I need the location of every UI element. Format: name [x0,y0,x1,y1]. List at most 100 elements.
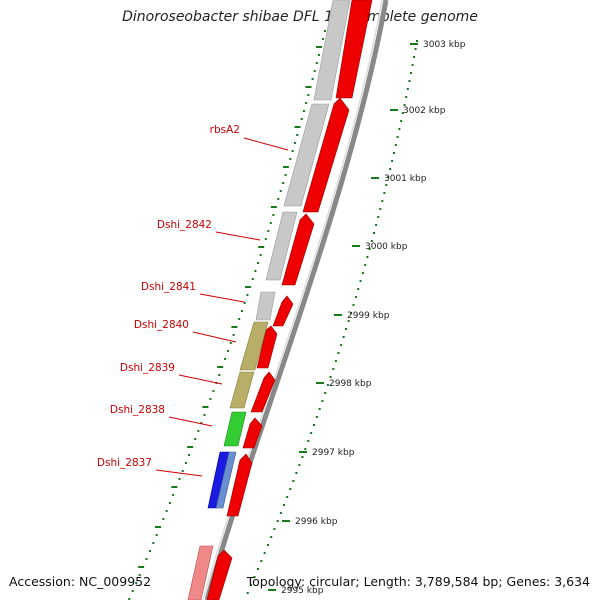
gene-label[interactable]: Dshi_2837 [97,457,152,469]
cds-feature[interactable] [302,97,350,213]
gene-label[interactable]: Dshi_2839 [120,362,175,374]
gene-leader-line [243,137,289,151]
gc-mark [243,302,246,304]
gene-feature[interactable] [187,545,214,600]
gene-label[interactable]: rbsA2 [210,124,240,136]
gc-mark [291,150,294,152]
gene-leader-line [199,293,245,303]
cds-feature[interactable] [281,213,315,286]
gc-mark [317,54,320,56]
ruler-dot [266,544,269,546]
gc-mark [165,510,168,512]
cds-feature[interactable] [242,417,263,449]
gc-mark [264,238,267,240]
gc-mark [307,94,310,96]
cds-feature[interactable] [250,371,276,413]
ruler-dot [256,568,259,570]
ruler-dot [298,464,301,466]
gc-mark [154,526,161,528]
gc-mark [315,62,318,64]
gc-mark [194,438,197,440]
ruler-dot [398,128,401,130]
gc-mark [311,78,314,80]
gc-mark [305,102,308,104]
ruler-dot [352,304,355,306]
ruler-dot [321,400,324,402]
ruler-tick-label: 2996 kbp [295,517,338,527]
gc-mark [145,558,148,560]
gene-feature[interactable] [239,321,269,371]
ruler-ticks: 3003 kbp 3002 kbp 3001 kbp 3000 kbp 2999 kbp… [268,40,466,596]
gene-label[interactable]: Dshi_2838 [110,404,165,416]
ruler-tick [299,451,307,453]
ruler-dot [357,288,360,290]
ruler-dot [370,240,373,242]
cds-feature[interactable] [272,295,294,327]
gene-feature[interactable] [223,411,247,447]
ruler-tick [334,314,342,316]
ruler-dot [310,432,313,434]
ruler-dot [405,96,408,98]
ruler-dot [334,360,337,362]
gc-mark [294,126,301,128]
gene-leader-line [178,374,223,385]
gc-mark [168,502,171,504]
gc-mark [188,454,191,456]
genome-backbone [204,0,389,600]
gc-mark [218,374,221,376]
gene-feature[interactable] [215,451,237,509]
ruler-dot [350,312,353,314]
gc-mark [300,118,303,120]
gc-mark [138,566,145,568]
gc-mark [293,142,296,144]
gc-mark [226,350,229,352]
gc-mark [178,478,181,480]
cds-feature[interactable] [226,453,253,517]
gene-leader-line [168,416,213,427]
cds-feature[interactable] [256,325,278,369]
gc-mark [155,534,158,536]
ruler-tick [390,109,398,111]
gc-mark [289,158,292,160]
gene-label[interactable]: Dshi_2840 [134,319,189,331]
gene-label[interactable]: Dshi_2842 [157,219,212,231]
ruler-tick [282,520,290,522]
ruler-track [246,40,418,594]
ruler-dot [313,424,316,426]
ruler-dot [372,232,375,234]
ruler-tick [371,177,379,179]
ruler-tick-label: 3001 kbp [384,174,427,184]
ruler-tick-label: 3000 kbp [365,242,408,252]
gc-mark [258,246,265,248]
map-title: Dinoroseobacter shibae DFL 12, complete … [122,9,478,25]
ruler-dot [403,104,406,106]
ruler-dot [364,264,367,266]
gene-labels: rbsA2 Dshi_2842 Dshi_2841 Dshi_2840 Dshi_283… [97,124,289,477]
gene-feature[interactable] [255,291,276,321]
gc-mark [217,366,224,368]
gc-mark [187,446,194,448]
cds-feature[interactable] [335,0,373,99]
gc-mark [270,206,277,208]
gc-mark [184,462,187,464]
gene-feature[interactable] [229,371,255,409]
gc-mark [152,542,155,544]
gc-mark [313,70,316,72]
gc-mark [232,334,235,336]
ruler-dot [246,592,249,594]
ruler-dot [359,280,362,282]
ruler-tick-label: 2997 kbp [312,448,355,458]
gene-feature[interactable] [313,0,351,101]
gene-label[interactable]: Dshi_2841 [141,281,196,293]
gene-feature[interactable] [265,211,298,281]
gc-content-marks [128,30,326,600]
ruler-tick-label: 2995 kbp [281,586,324,596]
gc-mark [321,38,324,40]
gene-feature[interactable] [283,103,330,207]
cds-feature[interactable] [206,549,233,600]
ruler-dot [406,88,409,90]
gc-mark [131,590,134,592]
gc-mark [284,174,287,176]
ruler-dot [414,48,417,50]
gc-mark [305,86,312,88]
